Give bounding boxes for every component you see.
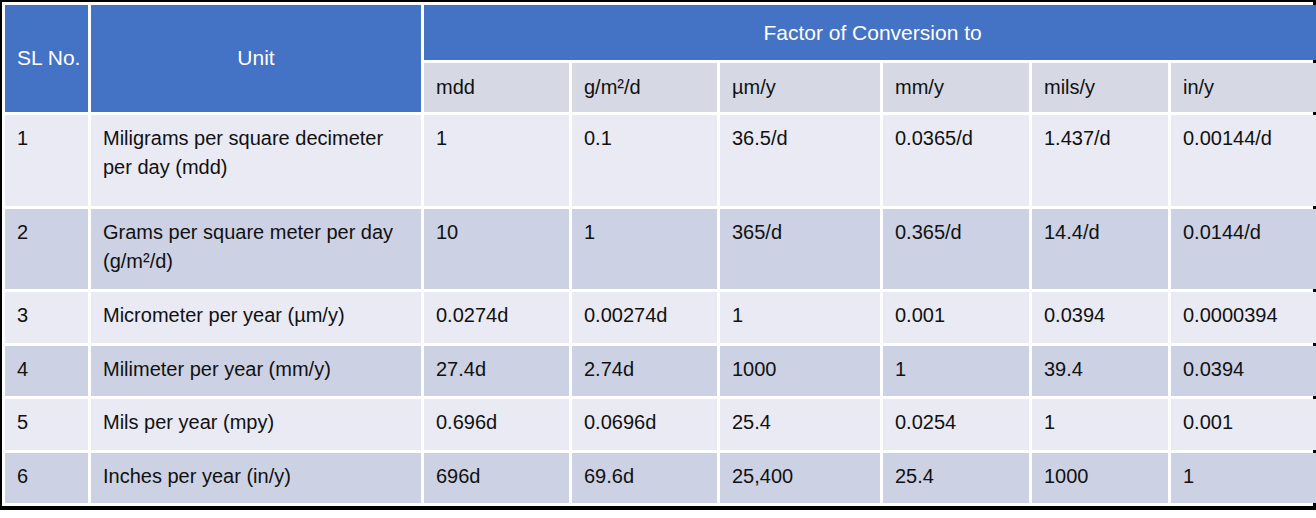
cell-sl-no: 2 [5,209,88,290]
cell-unit: Inches per year (in/y) [91,453,421,503]
cell-sl-no: 3 [5,292,88,342]
table-row: 5 Mils per year (mpy) 0.696d 0.0696d 25.… [5,399,1316,449]
conversion-table: SL No. Unit Factor of Conversion to mdd … [2,2,1316,506]
cell-value: 0.696d [424,399,569,449]
cell-value: 14.4/d [1032,209,1168,290]
cell-value: 1 [1032,399,1168,449]
cell-value: 1.437/d [1032,115,1168,206]
column-header-in-y: in/y [1171,63,1316,111]
cell-value: 0.00274d [572,292,717,342]
cell-value: 2.74d [572,346,717,396]
cell-sl-no: 5 [5,399,88,449]
table-row: 1 Miligrams per square decimeter per day… [5,115,1316,206]
table-row: 6 Inches per year (in/y) 696d 69.6d 25,4… [5,453,1316,503]
cell-value: 0.0394 [1032,292,1168,342]
cell-value: 1 [720,292,880,342]
cell-sl-no: 6 [5,453,88,503]
cell-unit: Micrometer per year (µm/y) [91,292,421,342]
cell-sl-no: 1 [5,115,88,206]
cell-value: 1 [572,209,717,290]
cell-unit: Mils per year (mpy) [91,399,421,449]
cell-value: 69.6d [572,453,717,503]
cell-value: 1 [1171,453,1316,503]
cell-value: 10 [424,209,569,290]
cell-value: 25.4 [720,399,880,449]
cell-value: 696d [424,453,569,503]
table-frame: SL No. Unit Factor of Conversion to mdd … [0,0,1316,510]
cell-value: 1000 [720,346,880,396]
cell-value: 0.0394 [1171,346,1316,396]
cell-unit: Miligrams per square decimeter per day (… [91,115,421,206]
cell-value: 27.4d [424,346,569,396]
table-row: 4 Milimeter per year (mm/y) 27.4d 2.74d … [5,346,1316,396]
cell-sl-no: 4 [5,346,88,396]
table-row: 2 Grams per square meter per day (g/m²/d… [5,209,1316,290]
slide-canvas: SL No. Unit Factor of Conversion to mdd … [0,0,1316,518]
cell-value: 0.0254 [883,399,1029,449]
column-header-unit: Unit [91,5,421,112]
column-header-conversion-group: Factor of Conversion to [424,5,1316,60]
column-header-mils-y: mils/y [1032,63,1168,111]
column-header-sl-no: SL No. [5,5,88,112]
cell-unit: Grams per square meter per day (g/m²/d) [91,209,421,290]
cell-value: 0.0365/d [883,115,1029,206]
column-header-um-y: µm/y [720,63,880,111]
column-header-g-m2-d: g/m²/d [572,63,717,111]
cell-value: 0.001 [883,292,1029,342]
cell-value: 0.365/d [883,209,1029,290]
cell-value: 0.0696d [572,399,717,449]
cell-value: 1 [883,346,1029,396]
table-row: 3 Micrometer per year (µm/y) 0.0274d 0.0… [5,292,1316,342]
cell-value: 0.00144/d [1171,115,1316,206]
cell-value: 0.001 [1171,399,1316,449]
cell-unit: Milimeter per year (mm/y) [91,346,421,396]
cell-value: 25,400 [720,453,880,503]
cell-value: 1 [424,115,569,206]
column-header-mdd: mdd [424,63,569,111]
cell-value: 1000 [1032,453,1168,503]
cell-value: 0.0274d [424,292,569,342]
cell-value: 0.0144/d [1171,209,1316,290]
cell-value: 0.0000394 [1171,292,1316,342]
cell-value: 25.4 [883,453,1029,503]
cell-value: 39.4 [1032,346,1168,396]
column-header-mm-y: mm/y [883,63,1029,111]
cell-value: 36.5/d [720,115,880,206]
cell-value: 365/d [720,209,880,290]
cell-value: 0.1 [572,115,717,206]
